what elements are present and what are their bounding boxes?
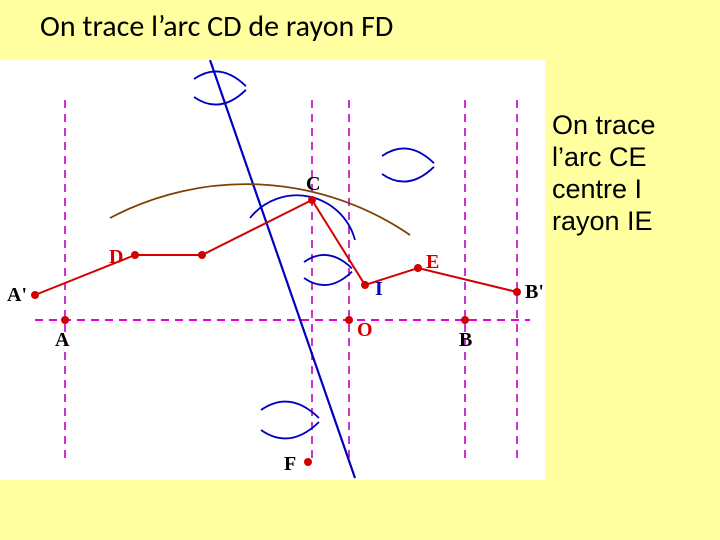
side-caption: On trace l’arc CE centre I rayon IE: [552, 110, 712, 237]
compass-tick-arc: [194, 71, 246, 86]
point-I: [361, 281, 369, 289]
point-O: [346, 317, 352, 323]
point-Bprime: [513, 288, 521, 296]
point-A: [61, 316, 69, 324]
point-C: [308, 196, 316, 204]
slide-title: On trace l’arc CD de rayon FD: [40, 8, 393, 45]
label-A: A: [55, 329, 70, 351]
point-E: [414, 264, 422, 272]
point-D: [131, 251, 139, 259]
label-B: B: [459, 329, 472, 351]
compass-arc: [110, 184, 410, 235]
compass-tick-arc: [261, 422, 319, 438]
label-D: D: [109, 246, 123, 268]
bisector-line: [210, 60, 355, 478]
side-caption-line: l’arc CE: [552, 142, 712, 174]
compass-tick-arc: [261, 402, 319, 418]
label-E: E: [426, 251, 439, 273]
geometry-figure: A' A D C I E O B' B F: [0, 60, 545, 480]
label-C: C: [306, 173, 320, 195]
label-O: O: [357, 319, 373, 341]
point-F: [304, 458, 312, 466]
slide: On trace l’arc CD de rayon FD On trace l…: [0, 0, 720, 540]
side-caption-line: rayon IE: [552, 206, 712, 238]
side-caption-line: On trace: [552, 110, 712, 142]
label-I: I: [375, 278, 383, 300]
label-F: F: [284, 453, 296, 475]
point-mid1: [198, 251, 206, 259]
compass-tick-arc: [382, 167, 434, 182]
compass-tick-arc: [382, 148, 434, 163]
label-Aprime: A': [7, 284, 27, 306]
label-Bprime: B': [525, 281, 544, 303]
point-Aprime: [31, 291, 39, 299]
side-caption-line: centre I: [552, 174, 712, 206]
point-B: [461, 316, 469, 324]
